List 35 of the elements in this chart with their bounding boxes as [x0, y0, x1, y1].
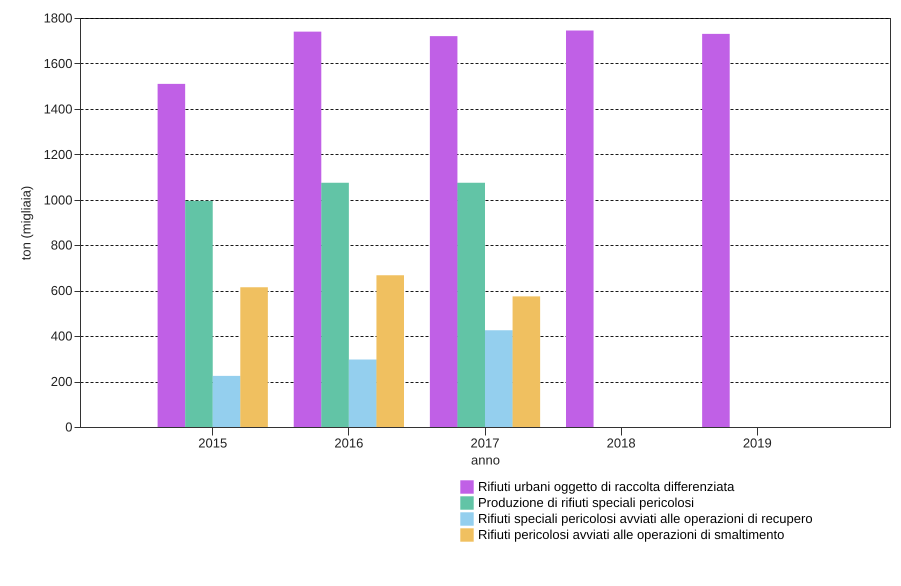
bar [702, 34, 730, 427]
bar [158, 84, 186, 427]
legend-label: Rifiuti pericolosi avviati alle operazioni di smaltimento [478, 527, 784, 542]
y-tick-label: 1800 [44, 10, 72, 26]
bar [457, 182, 485, 427]
bar [212, 376, 240, 427]
bar [566, 30, 594, 427]
x-tick-label: 2016 [334, 436, 364, 450]
bar [485, 330, 513, 427]
bar [321, 182, 349, 427]
x-tick-label: 2018 [606, 436, 636, 450]
legend-label: Rifiuti urbani oggetto di raccolta differenziata [478, 479, 736, 494]
y-tick-label: 1400 [44, 101, 72, 116]
y-tick-label: 1000 [44, 192, 72, 208]
y-tick-label: 400 [50, 328, 72, 344]
x-tick-label: 2017 [470, 436, 500, 450]
y-tick-label: 200 [50, 374, 72, 390]
bar [348, 360, 376, 427]
y-tick-label: 1200 [44, 146, 72, 162]
y-tick-label: 1600 [44, 56, 72, 71]
bar [512, 296, 540, 427]
x-tick-label: 2015 [198, 436, 228, 450]
bar [294, 32, 322, 427]
x-tick-label: 2019 [742, 436, 772, 450]
bar [376, 275, 404, 427]
y-axis-title: ton (migliaia) [18, 186, 34, 260]
y-tick-label: 800 [50, 238, 72, 253]
x-axis-title: anno [471, 452, 500, 468]
legend-label: Produzione di rifiuti speciali pericolosi [478, 495, 694, 510]
bar [430, 36, 458, 427]
bar [185, 200, 213, 427]
y-tick-label: 0 [65, 420, 72, 434]
y-tick-label: 600 [50, 283, 72, 298]
bar [240, 287, 268, 427]
legend-label: Rifiuti speciali pericolosi avviati alle operazioni di recupero [478, 511, 813, 526]
